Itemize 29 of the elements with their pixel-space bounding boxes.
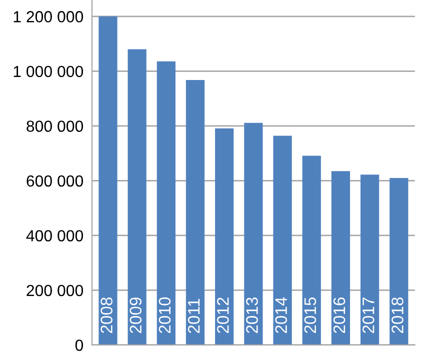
x-tick-label: 2011 <box>188 298 200 334</box>
y-tick-label: 800 000 <box>26 120 84 132</box>
x-tick-label: 2012 <box>217 298 229 334</box>
y-tick-label: 200 000 <box>26 284 84 296</box>
bar <box>156 61 176 345</box>
y-tick-label: 1 200 000 <box>14 11 84 22</box>
bar <box>244 122 263 345</box>
y-tick-label: 0 <box>75 340 84 351</box>
bar <box>98 16 118 345</box>
y-tick-label: 400 000 <box>26 230 84 242</box>
bar <box>215 128 234 345</box>
bar <box>331 171 350 345</box>
x-tick-label: 2014 <box>275 297 288 334</box>
x-tick-label: 2016 <box>333 298 346 334</box>
x-tick-label: 2018 <box>392 298 404 334</box>
x-tick-label: 2010 <box>158 297 171 334</box>
bar <box>128 49 146 345</box>
x-tick-label: 2017 <box>362 298 374 334</box>
y-tick-label: 600 000 <box>26 175 84 187</box>
bar <box>390 178 408 345</box>
y-tick-label: 1 000 000 <box>14 66 84 78</box>
bar <box>302 156 321 345</box>
bar <box>186 80 205 345</box>
x-tick-label: 2015 <box>304 297 316 334</box>
bar <box>273 136 292 345</box>
bar <box>360 174 380 345</box>
x-tick-label: 2009 <box>130 298 142 334</box>
x-tick-label: 2013 <box>246 298 258 334</box>
x-tick-label: 2008 <box>100 298 112 334</box>
